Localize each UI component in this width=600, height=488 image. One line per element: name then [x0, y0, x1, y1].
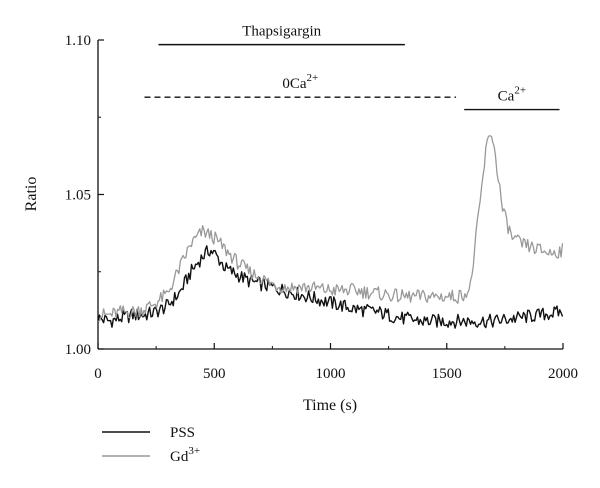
- y-axis-title: Ratio: [23, 177, 40, 212]
- annotation-label: Ca2+: [498, 85, 526, 105]
- series-line: [97, 245, 564, 329]
- annotation-label-text: 0Ca: [282, 76, 307, 92]
- legend-label-text: PSS: [170, 425, 195, 441]
- y-ticks: 1.00 1.05 1.10: [65, 33, 104, 358]
- annotation-label: 0Ca2+: [282, 72, 318, 92]
- y-tick-label: 1.05: [65, 188, 91, 204]
- series-lines: [97, 135, 564, 329]
- legend-label: PSS: [170, 425, 195, 441]
- legend-label: Gd3+: [170, 445, 200, 465]
- annotation-label-superscript: 2+: [307, 72, 319, 84]
- annotation-label-text: Ca: [498, 89, 515, 105]
- legend: PSS Gd3+: [102, 425, 200, 465]
- x-axis-title: Time (s): [303, 397, 357, 414]
- x-tick-label: 1000: [316, 366, 346, 382]
- x-tick-label: 2000: [548, 366, 578, 382]
- legend-label-text: Gd: [170, 449, 189, 465]
- x-tick-label: 1500: [432, 366, 462, 382]
- y-tick-label: 1.00: [65, 342, 91, 358]
- legend-label-superscript: 3+: [188, 445, 200, 457]
- annotation-label: Thapsigargin: [242, 24, 321, 40]
- series-line: [97, 135, 564, 323]
- y-tick-label: 1.10: [65, 33, 91, 49]
- x-tick-label: 500: [203, 366, 226, 382]
- x-ticks: 0 500 1000 1500 2000: [94, 343, 578, 382]
- x-tick-label: 0: [94, 366, 102, 382]
- annotation-label-superscript: 2+: [514, 85, 526, 97]
